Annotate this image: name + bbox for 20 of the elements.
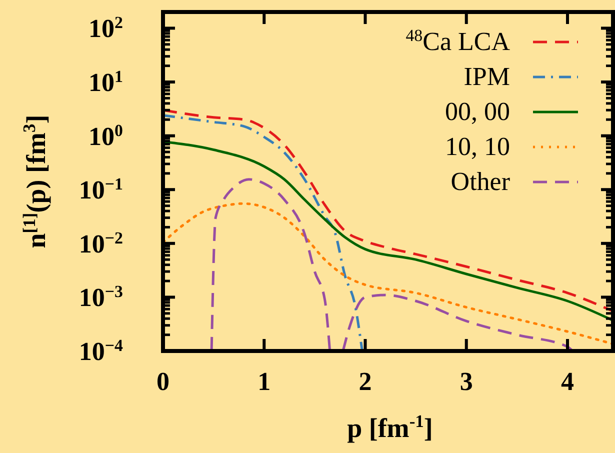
legend-label: 10, 10 [445,132,510,161]
line-series [163,114,364,351]
y-tick-label: 10$^{−3}$ [78,282,123,312]
x-tick-label: 1 [258,367,271,396]
legend-label: $^{48}$Ca LCA [406,26,510,56]
y-tick-label: 10$^{−4}$ [78,336,124,366]
x-tick-label: 0 [156,367,170,396]
legend-label: Other [450,167,510,196]
y-tick-label: 10$^{2}$ [88,12,123,44]
x-axis-title: p [fm$^{-1}$] [347,411,433,443]
y-tick-label: 10$^{−1}$ [78,174,123,205]
y-tick-label: 10$^{−2}$ [78,228,123,258]
y-tick-label: 10$^{1}$ [88,66,123,97]
x-tick-label: 2 [358,367,372,396]
line-series [163,202,613,346]
y-tick-label: 10$^{0}$ [88,120,123,151]
x-tick-label: 4 [560,367,574,396]
legend-label: IPM [464,62,510,91]
legend-label: 00, 00 [445,97,510,126]
x-tick-label: 3 [460,367,473,396]
